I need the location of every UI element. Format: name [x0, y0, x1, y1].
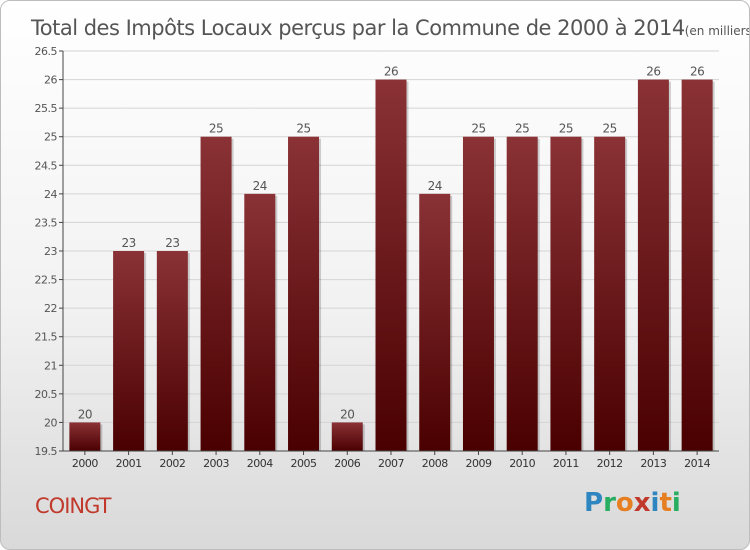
x-tick-label: 2007: [378, 457, 404, 470]
y-tick-label: 24: [44, 188, 57, 201]
bar-value-label: 25: [559, 122, 573, 136]
y-tick-label: 20: [44, 416, 57, 429]
x-tick-label: 2008: [422, 457, 448, 470]
x-tick-label: 2000: [72, 457, 98, 470]
x-tick-label: 2004: [247, 457, 273, 470]
y-tick-label: 20.5: [35, 388, 58, 401]
x-tick-label: 2006: [334, 457, 360, 470]
bar: [200, 136, 232, 451]
y-tick-label: 19.5: [35, 445, 58, 458]
bar: [331, 422, 363, 451]
bar-value-label: 23: [165, 236, 179, 250]
y-tick-label: 21.5: [35, 331, 58, 344]
bar: [506, 136, 538, 451]
axes: 19.5 20 20.5 21 21.5 22 22.5 23 23.5 24 24.5 25 25.5…: [35, 45, 719, 470]
bar: [419, 193, 451, 451]
bar: [156, 251, 188, 451]
commune-name: COINGT: [35, 494, 111, 518]
logo-letter: x: [633, 488, 651, 518]
bar-value-label: 26: [384, 65, 398, 79]
y-tick-label: 25: [44, 131, 57, 144]
chart-title: Total des Impôts Locaux perçus par la Co…: [31, 5, 750, 43]
y-tick-label: 25.5: [35, 102, 58, 115]
y-tick-label: 23: [44, 245, 57, 258]
bar: [637, 79, 669, 452]
logo-letter: t: [659, 488, 672, 518]
bar-value-label: 25: [515, 122, 529, 136]
x-tick-label: 2009: [465, 457, 491, 470]
y-tick-label: 23.5: [35, 216, 58, 229]
x-tick-label: 2001: [116, 457, 142, 470]
x-tick-label: 2011: [553, 457, 579, 470]
x-tick-label: 2003: [203, 457, 229, 470]
bar-value-label: 24: [428, 179, 442, 193]
y-tick-label: 26: [44, 74, 57, 87]
y-tick-label: 22.5: [35, 274, 58, 287]
logo-letter: i: [650, 488, 660, 518]
y-tick-label: 22: [44, 302, 57, 315]
y-tick-label: 24.5: [35, 159, 58, 172]
bar-value-label: 25: [296, 122, 310, 136]
chart-title-main: Total des Impôts Locaux perçus par la Co…: [31, 16, 685, 40]
bar-value-label: 26: [690, 65, 704, 79]
bar-value-label: 26: [646, 65, 660, 79]
bar-value-label: 23: [121, 236, 135, 250]
logo-letter: i: [671, 488, 681, 518]
x-tick-label: 2010: [509, 457, 535, 470]
logo-letter: r: [603, 488, 616, 518]
bar: [244, 193, 276, 451]
chart-title-unit: (en milliers d'€): [684, 24, 750, 38]
bars: 20 23 23 25 24 25 20 26 24 25 25 25 25 26 26: [69, 65, 715, 452]
bar: [288, 136, 320, 451]
x-tick-label: 2014: [684, 457, 710, 470]
bar: [594, 136, 626, 451]
bar: [462, 136, 494, 451]
bar-value-label: 20: [340, 407, 354, 421]
bar-value-label: 25: [471, 122, 485, 136]
logo-letter: P: [584, 488, 604, 518]
x-tick-label: 2002: [159, 457, 185, 470]
bar-value-label: 24: [253, 179, 267, 193]
bar: [550, 136, 582, 451]
x-tick-label: 2013: [640, 457, 666, 470]
bar: [69, 422, 101, 451]
bar: [113, 251, 145, 451]
proxiti-logo: Proxiti: [584, 488, 681, 518]
bar: [681, 79, 713, 452]
y-tick-label: 26.5: [35, 45, 58, 58]
bar-value-label: 25: [209, 122, 223, 136]
bar: [375, 79, 407, 452]
logo-letter: o: [615, 488, 634, 518]
y-tick-label: 21: [44, 359, 57, 372]
bar-value-label: 25: [603, 122, 617, 136]
x-tick-label: 2005: [291, 457, 317, 470]
x-tick-label: 2012: [597, 457, 623, 470]
bar-value-label: 20: [78, 407, 92, 421]
